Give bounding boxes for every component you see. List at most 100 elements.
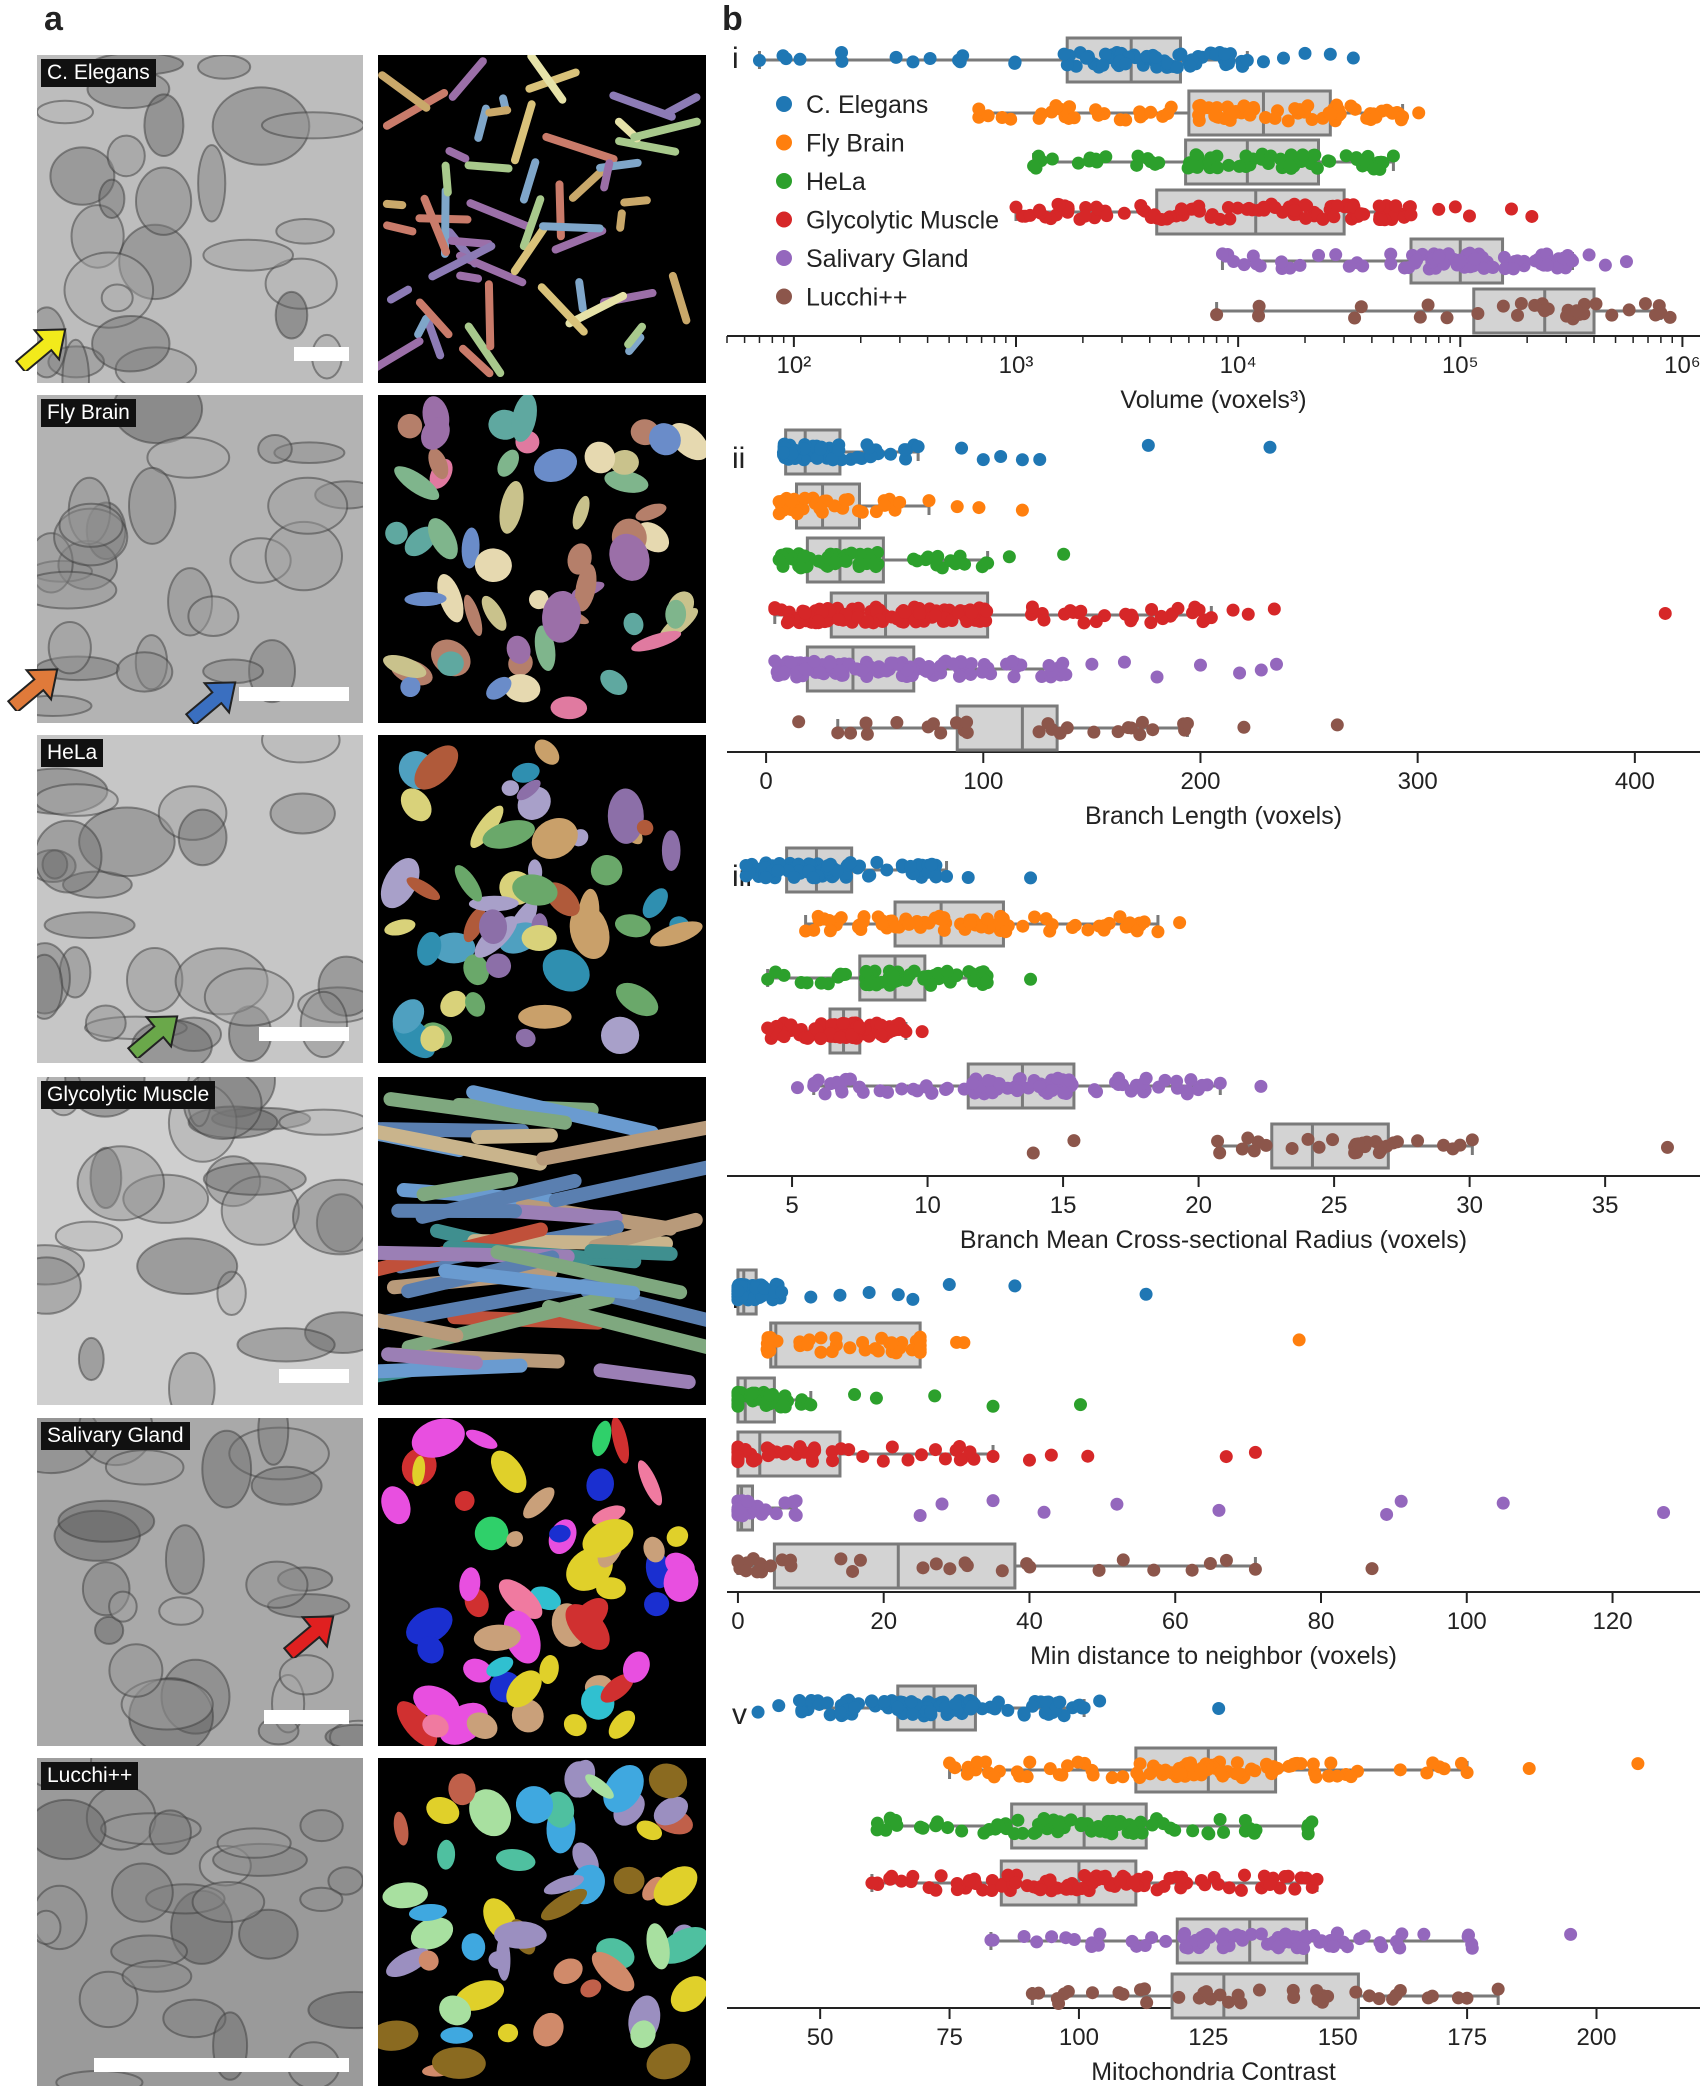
data-point bbox=[1471, 306, 1485, 320]
data-point bbox=[1421, 1991, 1435, 2005]
data-point bbox=[859, 716, 873, 730]
data-point bbox=[940, 964, 954, 978]
data-point bbox=[1432, 250, 1446, 264]
data-point bbox=[1028, 910, 1042, 924]
data-point bbox=[940, 1081, 954, 1095]
data-point bbox=[934, 726, 948, 740]
data-point bbox=[1085, 1940, 1099, 1954]
data-point bbox=[1241, 1131, 1255, 1145]
pointer-arrow-icon bbox=[2, 665, 68, 714]
data-point bbox=[1315, 1934, 1329, 1948]
pointer-arrow-icon bbox=[122, 1012, 188, 1061]
data-point bbox=[1146, 723, 1160, 737]
data-point bbox=[1380, 1507, 1394, 1521]
data-point bbox=[1105, 1827, 1119, 1841]
data-point bbox=[856, 1335, 870, 1349]
data-point bbox=[1059, 1882, 1073, 1896]
data-point bbox=[895, 1082, 909, 1096]
box-series bbox=[772, 482, 1029, 530]
data-point bbox=[1285, 1141, 1299, 1155]
data-point bbox=[1192, 603, 1206, 617]
data-point bbox=[1564, 1927, 1578, 1941]
data-point bbox=[960, 1559, 974, 1573]
data-point bbox=[1131, 149, 1145, 163]
data-point bbox=[1090, 155, 1104, 169]
data-point bbox=[1292, 1333, 1306, 1347]
data-point bbox=[855, 664, 869, 678]
data-point bbox=[1139, 1071, 1153, 1085]
data-point bbox=[1026, 1146, 1040, 1160]
data-point bbox=[904, 1695, 918, 1709]
data-point bbox=[792, 1694, 806, 1708]
data-point bbox=[1538, 304, 1552, 318]
data-point bbox=[1248, 1445, 1262, 1459]
data-point bbox=[843, 1072, 857, 1086]
data-point bbox=[795, 1705, 809, 1719]
data-point bbox=[792, 715, 806, 729]
data-point bbox=[814, 1345, 828, 1359]
data-point bbox=[1194, 1763, 1208, 1777]
data-point bbox=[1156, 1817, 1170, 1831]
data-point bbox=[900, 663, 914, 677]
legend-label: Fly Brain bbox=[806, 130, 905, 158]
data-point bbox=[994, 449, 1008, 463]
data-point bbox=[1172, 1990, 1186, 2004]
data-point bbox=[1340, 1940, 1354, 1954]
data-point bbox=[739, 859, 753, 873]
data-point bbox=[986, 1399, 1000, 1413]
dataset-label: Salivary Gland bbox=[41, 1422, 190, 1450]
data-point bbox=[846, 1564, 860, 1578]
x-tick-label: 100 bbox=[1447, 1608, 1487, 1635]
data-point bbox=[943, 1562, 957, 1576]
3d-rendering bbox=[378, 55, 706, 383]
data-point bbox=[922, 494, 936, 508]
data-point bbox=[1017, 1929, 1031, 1943]
data-point bbox=[1330, 199, 1344, 213]
data-point bbox=[1085, 1986, 1099, 2000]
data-point bbox=[834, 1706, 848, 1720]
box-series bbox=[731, 1376, 1087, 1424]
x-tick-label: 0 bbox=[731, 1608, 744, 1635]
data-point bbox=[1173, 916, 1187, 930]
data-point bbox=[731, 1449, 745, 1463]
data-point bbox=[1090, 1085, 1104, 1099]
data-point bbox=[1116, 1987, 1130, 2001]
data-point bbox=[1324, 1756, 1338, 1770]
data-point bbox=[1393, 1983, 1407, 1997]
data-point bbox=[1390, 1135, 1404, 1149]
data-point bbox=[1240, 202, 1254, 216]
data-point bbox=[1312, 248, 1326, 262]
data-point bbox=[1296, 148, 1310, 162]
box-series bbox=[761, 1007, 929, 1055]
data-point bbox=[1238, 1813, 1252, 1827]
data-point bbox=[1073, 1398, 1087, 1412]
data-point bbox=[1369, 110, 1383, 124]
data-point bbox=[1312, 1140, 1326, 1154]
data-point bbox=[814, 1032, 828, 1046]
data-point bbox=[1125, 1934, 1139, 1948]
data-point bbox=[759, 871, 773, 885]
data-point bbox=[1233, 666, 1247, 680]
scale-bar bbox=[259, 1027, 349, 1041]
data-point bbox=[1150, 60, 1164, 74]
data-point bbox=[1239, 149, 1253, 163]
data-point bbox=[1293, 258, 1307, 272]
data-point bbox=[1144, 105, 1158, 119]
data-point bbox=[775, 1285, 789, 1299]
data-point bbox=[1237, 720, 1251, 734]
data-point bbox=[752, 53, 766, 67]
data-point bbox=[731, 1503, 745, 1517]
data-point bbox=[1440, 311, 1454, 325]
box-series bbox=[943, 1746, 1645, 1794]
data-point bbox=[1100, 209, 1114, 223]
data-point bbox=[835, 54, 849, 68]
data-point bbox=[1210, 308, 1224, 322]
chart-panel-iii: 5 10 15 20 25 30 35 Branch Mean Cross-sectional… bbox=[727, 846, 1700, 1254]
data-point bbox=[1330, 1926, 1344, 1940]
data-point bbox=[1045, 1930, 1059, 1944]
data-point bbox=[1210, 161, 1224, 175]
data-point bbox=[1323, 154, 1337, 168]
data-point bbox=[850, 450, 864, 464]
3d-rendering bbox=[378, 735, 706, 1063]
